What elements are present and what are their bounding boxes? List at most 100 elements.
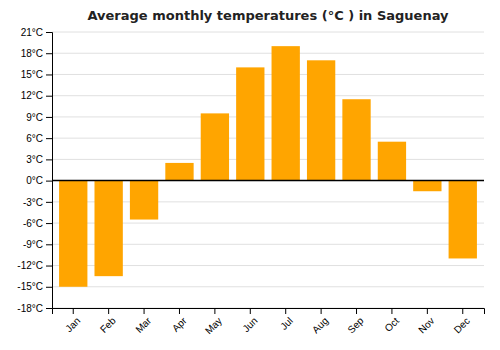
grid-line [52, 53, 484, 54]
y-tick: 6°C [26, 133, 52, 144]
grid-line [52, 95, 484, 96]
x-tick-label: Apr [170, 315, 189, 334]
y-tick-label: -6°C [23, 218, 43, 229]
x-tick: Dec [452, 308, 472, 335]
grid [52, 32, 484, 308]
x-tick-label: Oct [382, 315, 401, 334]
y-tick: 18°C [21, 48, 52, 59]
bar [272, 46, 300, 180]
y-tick: -18°C [17, 303, 52, 314]
x-tick-label: Jan [63, 315, 82, 334]
bar [236, 67, 264, 180]
grid-line [52, 116, 484, 117]
x-tick-mark [356, 308, 357, 314]
x-tick-label: Feb [98, 315, 118, 335]
bar [94, 181, 122, 277]
bar [449, 181, 477, 259]
x-tick-label: Mar [133, 315, 153, 335]
x-tick: Apr [170, 308, 189, 334]
x-tick-label: Aug [310, 315, 330, 335]
y-tick-mark [46, 202, 52, 203]
y-tick-label: 18°C [21, 48, 43, 59]
y-tick: 9°C [26, 112, 52, 123]
y-axis: -18°C -15°C -12°C -9°C -6°C -3°C 0°C 3°C 6°C 9°C 1… [17, 27, 52, 314]
y-tick-mark [46, 223, 52, 224]
grid-line [52, 138, 484, 139]
y-tick-label: -9°C [23, 239, 43, 250]
y-tick-label: -12°C [17, 260, 43, 271]
y-tick: -6°C [23, 218, 52, 229]
x-tick: May [203, 308, 224, 336]
bar [307, 60, 335, 180]
x-tick-mark [321, 308, 322, 314]
y-tick-label: 12°C [21, 90, 43, 101]
x-tick: Aug [310, 308, 330, 335]
y-tick-mark [46, 287, 52, 288]
y-tick-mark [46, 181, 52, 182]
y-tick: 21°C [21, 27, 52, 38]
bar [201, 113, 229, 180]
y-tick-label: 3°C [26, 154, 43, 165]
grid-line [52, 180, 484, 181]
grid-line [52, 32, 484, 33]
y-tick-label: 0°C [26, 175, 43, 186]
bar [130, 181, 158, 220]
y-tick-mark [46, 138, 52, 139]
x-tick: Jul [278, 308, 295, 332]
grid-line [52, 159, 484, 160]
x-tick: Feb [98, 308, 118, 335]
x-tick-label: Jun [240, 315, 259, 334]
bar [59, 181, 87, 287]
y-tick-mark [46, 74, 52, 75]
x-tick-mark [462, 308, 463, 314]
bars [59, 46, 477, 287]
x-tick-mark [250, 308, 251, 314]
y-tick-mark [46, 96, 52, 97]
y-tick-mark [46, 159, 52, 160]
x-tick-mark [108, 308, 109, 314]
y-tick: 0°C [26, 175, 52, 186]
bar [378, 142, 406, 181]
y-tick: -15°C [17, 281, 52, 292]
x-tick: Mar [133, 308, 153, 335]
x-tick-mark [391, 308, 392, 314]
bar [165, 163, 193, 181]
y-tick-mark [46, 32, 52, 33]
y-tick-label: -18°C [17, 303, 43, 314]
y-tick-label: 21°C [21, 27, 43, 38]
x-tick-label: May [203, 315, 224, 336]
y-tick-label: 9°C [26, 112, 43, 123]
y-tick-label: -3°C [23, 197, 43, 208]
x-tick-label: Sep [345, 315, 366, 336]
grid-line [52, 286, 484, 287]
x-tick-label: Dec [452, 315, 472, 335]
y-tick-mark [46, 244, 52, 245]
y-tick: -3°C [23, 197, 52, 208]
chart: -18°C -15°C -12°C -9°C -6°C -3°C 0°C 3°C 6°C 9°C 1… [0, 0, 500, 350]
y-tick-mark [46, 308, 52, 309]
x-tick-mark [285, 308, 286, 314]
y-tick: 12°C [21, 90, 52, 101]
x-tick-mark [179, 308, 180, 314]
x-tick: Jun [240, 308, 259, 334]
zero-line [52, 180, 484, 182]
y-tick-label: 15°C [21, 69, 43, 80]
x-tick-mark [214, 308, 215, 314]
title: Average monthly temperatures (°C ) in Sa… [87, 8, 449, 23]
x-tick-mark [144, 308, 145, 314]
x-tick-mark [73, 308, 74, 314]
y-tick: 15°C [21, 69, 52, 80]
y-tick-label: -15°C [17, 281, 43, 292]
y-tick-label: 6°C [26, 133, 43, 144]
x-tick-label: Jul [278, 315, 295, 332]
bar [342, 99, 370, 180]
x-tick-label: Nov [416, 315, 436, 335]
y-tick: -12°C [17, 260, 52, 271]
x-tick: Oct [382, 308, 401, 334]
y-axis-line [46, 33, 53, 309]
bar [413, 181, 441, 192]
grid-line [52, 74, 484, 75]
x-tick-mark [427, 308, 428, 314]
y-tick-mark [46, 117, 52, 118]
plot-area: -18°C -15°C -12°C -9°C -6°C -3°C 0°C 3°C 6°C 9°C 1… [17, 27, 484, 337]
